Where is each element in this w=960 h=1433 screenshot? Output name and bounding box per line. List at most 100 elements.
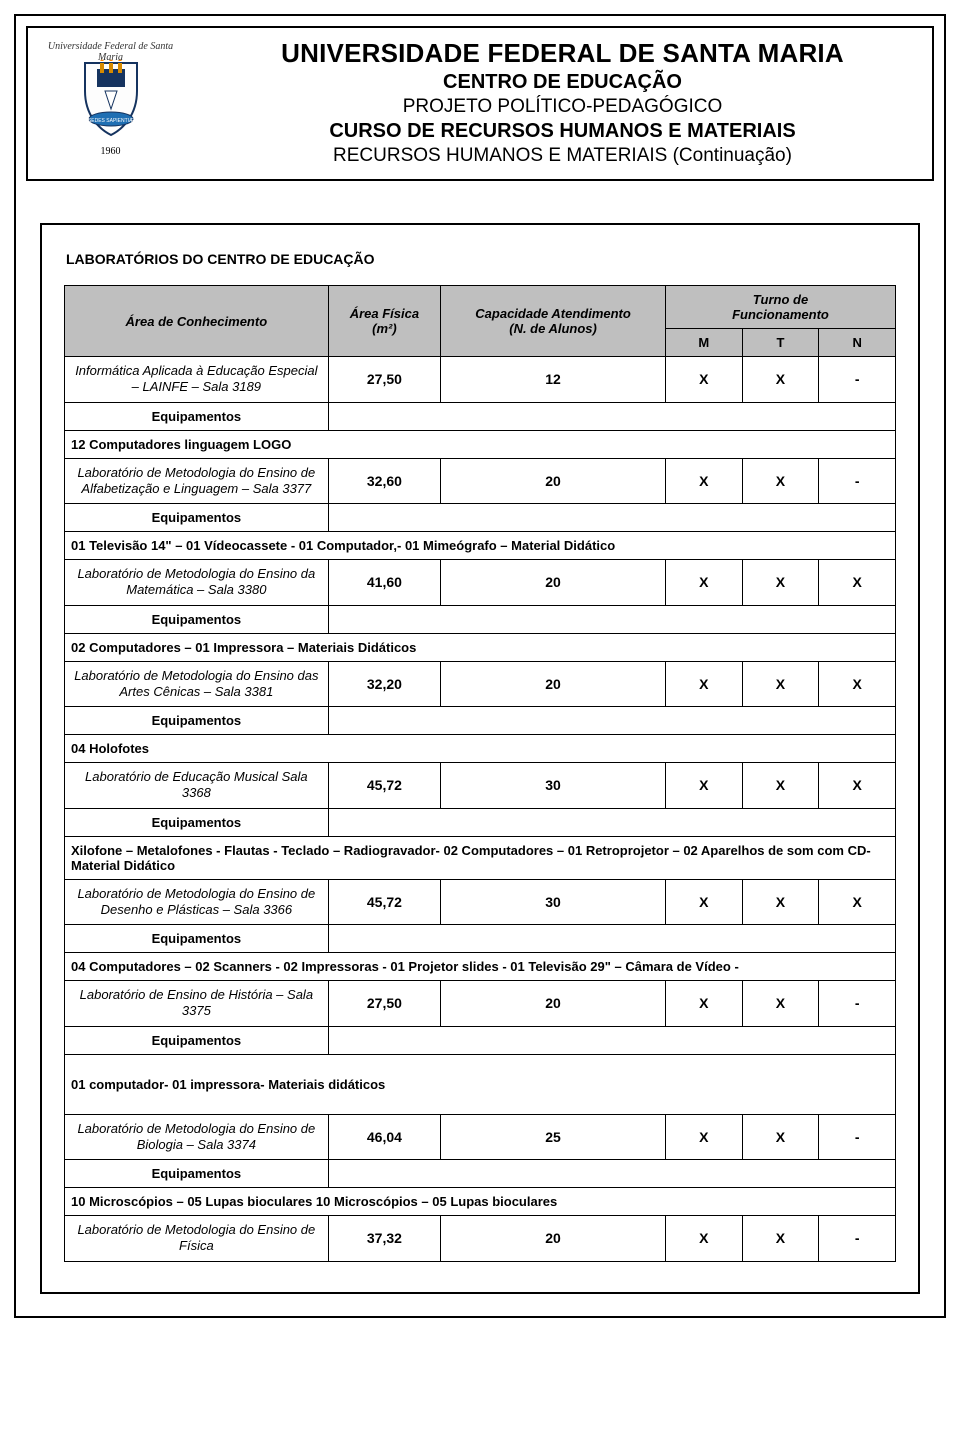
turno-m: X (665, 1114, 742, 1160)
col-m: M (665, 329, 742, 357)
equip-blank (328, 1026, 895, 1054)
equip-label-row: Equipamentos (65, 707, 896, 735)
turno-n: - (819, 1216, 896, 1262)
logo-arc-text: Universidade Federal de Santa Maria (46, 41, 176, 63)
equip-label: Equipamentos (65, 925, 329, 953)
lab-name: Laboratório de Metodologia do Ensino de … (65, 879, 329, 925)
table-row: Informática Aplicada à Educação Especial… (65, 357, 896, 403)
turno-m: X (665, 560, 742, 606)
content-box: LABORATÓRIOS DO CENTRO DE EDUCAÇÃO Área … (40, 223, 920, 1294)
turno-n: X (819, 560, 896, 606)
equip-text-row: 02 Computadores – 01 Impressora – Materi… (65, 633, 896, 661)
equip-text-row: 10 Microscópios – 05 Lupas bioculares 10… (65, 1188, 896, 1216)
capacidade: 30 (441, 879, 666, 925)
equip-text: 04 Computadores – 02 Scanners - 02 Impre… (65, 953, 896, 981)
equip-blank (328, 808, 895, 836)
turno-t: X (742, 879, 819, 925)
equip-label: Equipamentos (65, 1026, 329, 1054)
lab-name: Laboratório de Metodologia do Ensino da … (65, 560, 329, 606)
equip-text-row: 04 Holofotes (65, 735, 896, 763)
document-header: Universidade Federal de Santa Maria SE (26, 26, 934, 181)
equip-blank (328, 605, 895, 633)
turno-n: X (819, 879, 896, 925)
equip-label-row: Equipamentos (65, 1160, 896, 1188)
equip-label-row: Equipamentos (65, 402, 896, 430)
equip-blank (328, 707, 895, 735)
logo-year: 1960 (46, 146, 176, 157)
lab-name: Laboratório de Educação Musical Sala 336… (65, 763, 329, 809)
table-row: Laboratório de Educação Musical Sala 336… (65, 763, 896, 809)
page-frame: Universidade Federal de Santa Maria SE (14, 14, 946, 1318)
turno-n: X (819, 763, 896, 809)
lab-name: Laboratório de Metodologia do Ensino das… (65, 661, 329, 707)
capacidade: 20 (441, 560, 666, 606)
table-row: Laboratório de Metodologia do Ensino de … (65, 879, 896, 925)
turno-m: X (665, 357, 742, 403)
col-turno: Turno de Funcionamento (665, 286, 895, 329)
area-fisica: 27,50 (328, 357, 440, 403)
table-row: Laboratório de Metodologia do Ensino de … (65, 1216, 896, 1262)
turno-n: - (819, 1114, 896, 1160)
col-fisica: Área Física (m²) (328, 286, 440, 357)
area-fisica: 45,72 (328, 763, 440, 809)
turno-n: - (819, 357, 896, 403)
col-capacidade: Capacidade Atendimento (N. de Alunos) (441, 286, 666, 357)
course-name: CURSO DE RECURSOS HUMANOS E MATERIAIS (203, 120, 922, 143)
lab-name: Laboratório de Metodologia do Ensino de … (65, 1216, 329, 1262)
turno-t: X (742, 560, 819, 606)
turno-t: X (742, 661, 819, 707)
equip-text: 12 Computadores linguagem LOGO (65, 430, 896, 458)
subtitle: RECURSOS HUMANOS E MATERIAIS (Continuaçã… (203, 145, 922, 167)
turno-n: X (819, 661, 896, 707)
equip-text: 02 Computadores – 01 Impressora – Materi… (65, 633, 896, 661)
equip-label: Equipamentos (65, 605, 329, 633)
equip-label: Equipamentos (65, 808, 329, 836)
capacidade: 20 (441, 981, 666, 1027)
lab-name: Laboratório de Metodologia do Ensino de … (65, 1114, 329, 1160)
capacidade: 20 (441, 661, 666, 707)
col-n: N (819, 329, 896, 357)
turno-m: X (665, 1216, 742, 1262)
area-fisica: 27,50 (328, 981, 440, 1027)
equip-label: Equipamentos (65, 504, 329, 532)
table-row: Laboratório de Metodologia do Ensino das… (65, 661, 896, 707)
lab-name: Laboratório de Ensino de História – Sala… (65, 981, 329, 1027)
area-fisica: 41,60 (328, 560, 440, 606)
table-row: Laboratório de Metodologia do Ensino de … (65, 458, 896, 504)
university-name: UNIVERSIDADE FEDERAL DE SANTA MARIA (203, 38, 922, 69)
section-title: LABORATÓRIOS DO CENTRO DE EDUCAÇÃO (66, 251, 896, 267)
equip-text-row: 01 computador- 01 impressora- Materiais … (65, 1054, 896, 1114)
equip-label-row: Equipamentos (65, 808, 896, 836)
equip-blank (328, 925, 895, 953)
equip-label: Equipamentos (65, 1160, 329, 1188)
equip-text-row: 04 Computadores – 02 Scanners - 02 Impre… (65, 953, 896, 981)
turno-m: X (665, 661, 742, 707)
col-t: T (742, 329, 819, 357)
turno-n: - (819, 458, 896, 504)
turno-t: X (742, 763, 819, 809)
table-row: Laboratório de Ensino de História – Sala… (65, 981, 896, 1027)
area-fisica: 46,04 (328, 1114, 440, 1160)
turno-t: X (742, 1216, 819, 1262)
col-area: Área de Conhecimento (65, 286, 329, 357)
turno-m: X (665, 879, 742, 925)
table-header-row-1: Área de Conhecimento Área Física (m²) Ca… (65, 286, 896, 329)
area-fisica: 32,60 (328, 458, 440, 504)
header-text-block: UNIVERSIDADE FEDERAL DE SANTA MARIA CENT… (193, 28, 932, 179)
lab-name: Informática Aplicada à Educação Especial… (65, 357, 329, 403)
equip-label-row: Equipamentos (65, 1026, 896, 1054)
turno-t: X (742, 981, 819, 1027)
table-row: Laboratório de Metodologia do Ensino da … (65, 560, 896, 606)
turno-m: X (665, 458, 742, 504)
equip-text-row: 01 Televisão 14" – 01 Vídeocassete - 01 … (65, 532, 896, 560)
equip-text: 10 Microscópios – 05 Lupas bioculares 10… (65, 1188, 896, 1216)
lab-name: Laboratório de Metodologia do Ensino de … (65, 458, 329, 504)
equip-blank (328, 1160, 895, 1188)
turno-t: X (742, 458, 819, 504)
project-name: PROJETO POLÍTICO-PEDAGÓGICO (203, 96, 922, 118)
shield-icon: SEDES SAPIENTIÆ (46, 57, 176, 144)
table-row: Laboratório de Metodologia do Ensino de … (65, 1114, 896, 1160)
equip-label-row: Equipamentos (65, 605, 896, 633)
area-fisica: 32,20 (328, 661, 440, 707)
svg-text:SEDES SAPIENTIÆ: SEDES SAPIENTIÆ (87, 118, 133, 124)
